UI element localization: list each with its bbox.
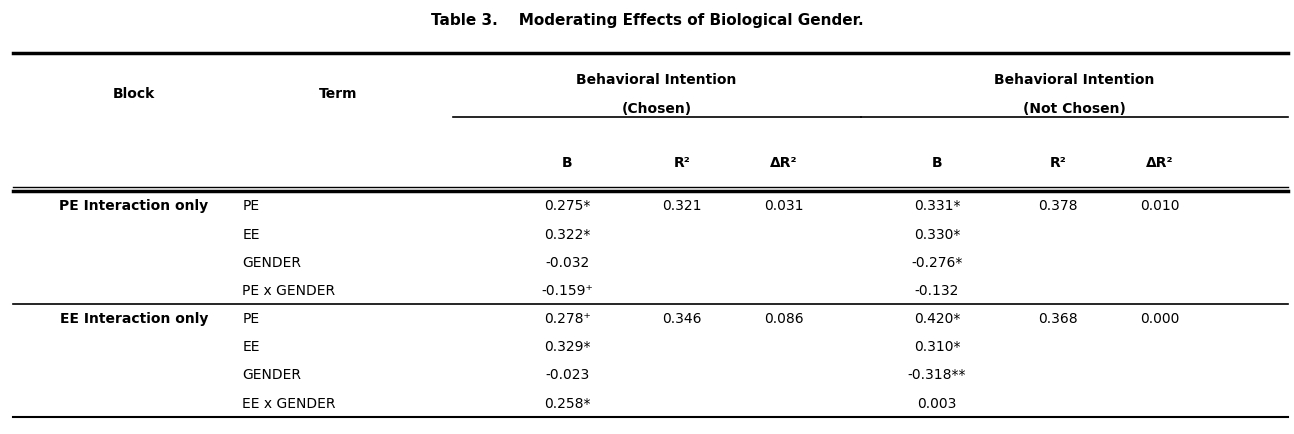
Text: R²: R² xyxy=(674,156,691,170)
Text: 0.275*: 0.275* xyxy=(545,199,590,213)
Text: -0.132: -0.132 xyxy=(915,283,959,297)
Text: -0.032: -0.032 xyxy=(545,255,590,269)
Text: 0.031: 0.031 xyxy=(765,199,804,213)
Text: GENDER: GENDER xyxy=(242,368,302,381)
Text: 0.346: 0.346 xyxy=(663,311,701,326)
Text: (Chosen): (Chosen) xyxy=(621,102,692,115)
Text: -0.023: -0.023 xyxy=(545,368,590,381)
Text: 0.331*: 0.331* xyxy=(914,199,960,213)
Text: Behavioral Intention: Behavioral Intention xyxy=(576,72,736,87)
Text: 0.322*: 0.322* xyxy=(545,227,590,241)
Text: 0.329*: 0.329* xyxy=(545,339,590,353)
Text: Table 3.    Moderating Effects of Biological Gender.: Table 3. Moderating Effects of Biologica… xyxy=(431,13,863,28)
Text: EE: EE xyxy=(242,227,260,241)
Text: ΔR²: ΔR² xyxy=(770,156,798,170)
Text: 0.000: 0.000 xyxy=(1140,311,1180,326)
Text: EE Interaction only: EE Interaction only xyxy=(60,311,208,326)
Text: (Not Chosen): (Not Chosen) xyxy=(1022,102,1126,115)
Text: EE x GENDER: EE x GENDER xyxy=(242,396,336,410)
Text: EE: EE xyxy=(242,339,260,353)
Text: -0.318**: -0.318** xyxy=(908,368,967,381)
Text: B: B xyxy=(562,156,573,170)
Text: Behavioral Intention: Behavioral Intention xyxy=(994,72,1154,87)
Text: B: B xyxy=(932,156,942,170)
Text: 0.086: 0.086 xyxy=(765,311,804,326)
Text: PE Interaction only: PE Interaction only xyxy=(60,199,208,213)
Text: PE: PE xyxy=(242,311,260,326)
Text: 0.378: 0.378 xyxy=(1038,199,1078,213)
Text: -0.276*: -0.276* xyxy=(911,255,963,269)
Text: R²: R² xyxy=(1049,156,1066,170)
Text: Block: Block xyxy=(113,87,155,101)
Text: 0.010: 0.010 xyxy=(1140,199,1180,213)
Text: 0.330*: 0.330* xyxy=(914,227,960,241)
Text: 0.321: 0.321 xyxy=(663,199,701,213)
Text: 0.258*: 0.258* xyxy=(545,396,590,410)
Text: PE x GENDER: PE x GENDER xyxy=(242,283,335,297)
Text: 0.420*: 0.420* xyxy=(914,311,960,326)
Text: PE: PE xyxy=(242,199,260,213)
Text: 0.310*: 0.310* xyxy=(914,339,960,353)
Text: -0.159⁺: -0.159⁺ xyxy=(541,283,593,297)
Text: ΔR²: ΔR² xyxy=(1146,156,1174,170)
Text: GENDER: GENDER xyxy=(242,255,302,269)
Text: 0.278⁺: 0.278⁺ xyxy=(543,311,591,326)
Text: 0.003: 0.003 xyxy=(917,396,956,410)
Text: 0.368: 0.368 xyxy=(1038,311,1078,326)
Text: Term: Term xyxy=(318,87,357,101)
